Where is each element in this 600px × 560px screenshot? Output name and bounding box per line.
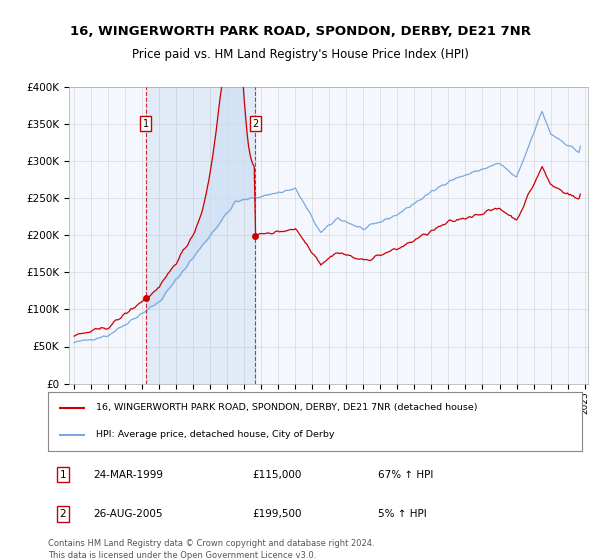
Text: Contains HM Land Registry data © Crown copyright and database right 2024.
This d: Contains HM Land Registry data © Crown c… — [48, 539, 374, 559]
Point — [141, 294, 151, 303]
Text: 2: 2 — [59, 509, 67, 519]
Text: 1: 1 — [59, 470, 67, 480]
Text: £115,000: £115,000 — [252, 470, 301, 480]
Text: £199,500: £199,500 — [252, 509, 302, 519]
Point — [251, 231, 260, 240]
Text: 67% ↑ HPI: 67% ↑ HPI — [378, 470, 433, 480]
Text: 16, WINGERWORTH PARK ROAD, SPONDON, DERBY, DE21 7NR (detached house): 16, WINGERWORTH PARK ROAD, SPONDON, DERB… — [96, 403, 478, 412]
Text: HPI: Average price, detached house, City of Derby: HPI: Average price, detached house, City… — [96, 431, 335, 440]
Text: 26-AUG-2005: 26-AUG-2005 — [93, 509, 163, 519]
Text: Price paid vs. HM Land Registry's House Price Index (HPI): Price paid vs. HM Land Registry's House … — [131, 48, 469, 60]
Text: 5% ↑ HPI: 5% ↑ HPI — [378, 509, 427, 519]
Bar — [146, 87, 256, 384]
Text: 24-MAR-1999: 24-MAR-1999 — [93, 470, 163, 480]
Text: 16, WINGERWORTH PARK ROAD, SPONDON, DERBY, DE21 7NR: 16, WINGERWORTH PARK ROAD, SPONDON, DERB… — [70, 25, 530, 38]
Text: 1: 1 — [143, 119, 149, 129]
Text: 2: 2 — [252, 119, 259, 129]
